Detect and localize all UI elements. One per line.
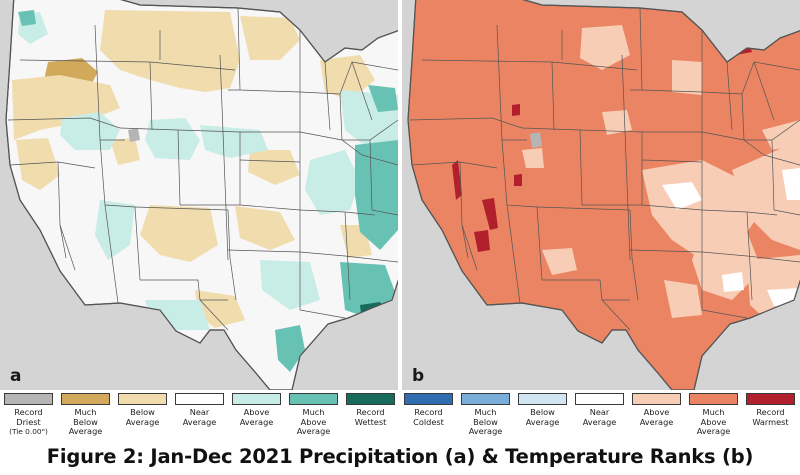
legend-record-warmest: Record Warmest bbox=[742, 393, 799, 427]
legend-swatch bbox=[518, 393, 567, 405]
legend-above-average-temp: Above Average bbox=[628, 393, 685, 427]
panel-a-letter: a bbox=[10, 366, 22, 386]
legend-record-coldest: Record Coldest bbox=[400, 393, 457, 427]
legend-label: Record Coldest bbox=[413, 407, 444, 427]
legend-swatch bbox=[232, 393, 281, 405]
legend-label: Record Driest bbox=[14, 407, 43, 427]
legend-swatch bbox=[404, 393, 453, 405]
legend-label: Much Below Average bbox=[68, 407, 103, 437]
legend-above-average-precip: Above Average bbox=[228, 393, 285, 427]
legend-record-driest: Record Driest (Tie 0.00") bbox=[0, 393, 57, 437]
legend-label: Record Wettest bbox=[354, 407, 387, 427]
legend-label: Below Average bbox=[125, 407, 160, 427]
legend-swatch bbox=[175, 393, 224, 405]
rank-legend: Record Driest (Tie 0.00") Much Below Ave… bbox=[0, 393, 800, 443]
legend-label: Much Below Average bbox=[468, 407, 503, 437]
legend-near-average-temp: Near Average bbox=[571, 393, 628, 427]
legend-swatch bbox=[4, 393, 53, 405]
legend-swatch bbox=[575, 393, 624, 405]
legend-label: Above Average bbox=[639, 407, 674, 427]
legend-near-average-precip: Near Average bbox=[171, 393, 228, 427]
legend-label: Near Average bbox=[182, 407, 217, 427]
precipitation-rank-map: a bbox=[0, 0, 398, 390]
legend-label: Near Average bbox=[582, 407, 617, 427]
legend-swatch bbox=[632, 393, 681, 405]
temperature-rank-patches bbox=[452, 25, 800, 325]
legend-label: Above Average bbox=[239, 407, 274, 427]
legend-swatch bbox=[289, 393, 338, 405]
legend-below-average-precip: Below Average bbox=[114, 393, 171, 427]
legend-swatch bbox=[746, 393, 795, 405]
legend-label: Much Above Average bbox=[696, 407, 731, 437]
legend-note: (Tie 0.00") bbox=[9, 427, 48, 437]
legend-below-average-temp: Below Average bbox=[514, 393, 571, 427]
legend-swatch bbox=[461, 393, 510, 405]
legend-swatch bbox=[61, 393, 110, 405]
legend-label: Much Above Average bbox=[296, 407, 331, 437]
precipitation-rank-patches bbox=[12, 10, 398, 372]
legend-much-below-average-temp: Much Below Average bbox=[457, 393, 514, 437]
legend-label: Record Warmest bbox=[752, 407, 789, 427]
temperature-rank-map: b bbox=[402, 0, 800, 390]
legend-much-above-average-precip: Much Above Average bbox=[285, 393, 342, 437]
legend-swatch bbox=[118, 393, 167, 405]
legend-record-wettest: Record Wettest bbox=[342, 393, 399, 427]
legend-much-below-average-precip: Much Below Average bbox=[57, 393, 114, 437]
figure-caption: Figure 2: Jan-Dec 2021 Precipitation (a)… bbox=[46, 445, 754, 468]
panel-b-letter: b bbox=[412, 366, 425, 386]
legend-swatch bbox=[346, 393, 395, 405]
legend-swatch bbox=[689, 393, 738, 405]
legend-much-above-average-temp: Much Above Average bbox=[685, 393, 742, 437]
legend-label: Below Average bbox=[525, 407, 560, 427]
panel-divider bbox=[398, 0, 402, 390]
